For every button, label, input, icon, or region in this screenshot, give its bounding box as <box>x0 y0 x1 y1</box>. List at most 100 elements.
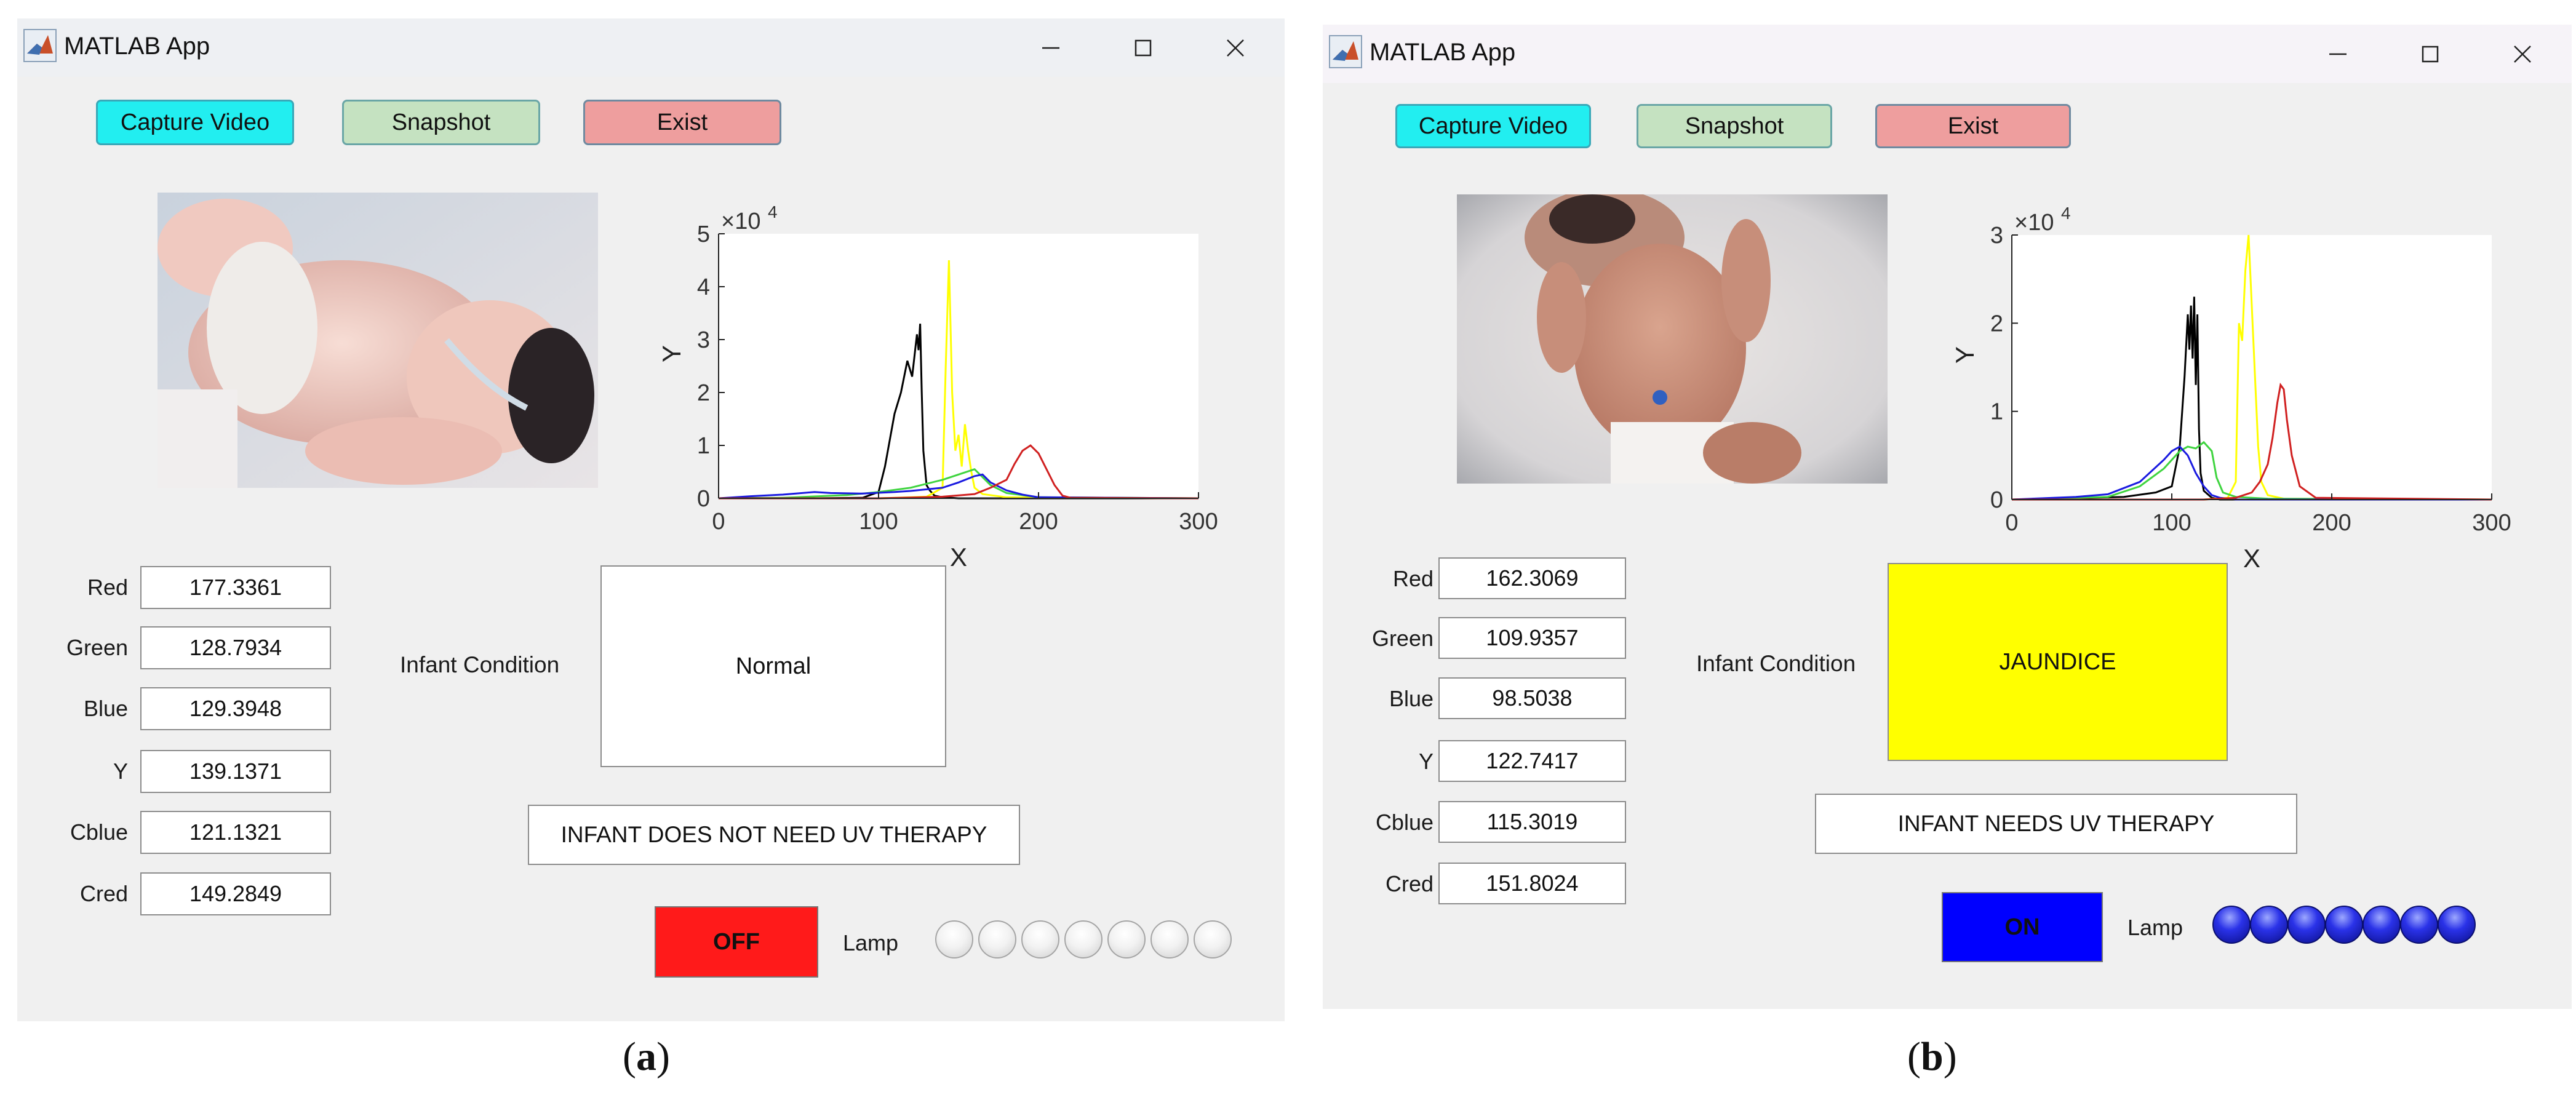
lamp-indicator-icon <box>978 920 1016 959</box>
y-tick-label: 1 <box>697 433 710 459</box>
field-label-cred: Cred <box>1385 871 1434 896</box>
snapshot-button[interactable]: Snapshot <box>342 100 540 145</box>
infant-condition-label: Infant Condition <box>400 652 560 677</box>
lamp-indicator-icon <box>1021 920 1059 959</box>
field-label-green: Green <box>66 635 128 660</box>
field-value-red[interactable]: 162.3069 <box>1438 557 1626 599</box>
title-bar: MATLAB App <box>17 18 1285 77</box>
y-tick-label: 4 <box>697 274 710 300</box>
field-value-y[interactable]: 139.1371 <box>140 750 331 793</box>
x-tick-label: 300 <box>1179 509 1218 535</box>
caption-a: (a) <box>623 1034 670 1080</box>
series-line-3 <box>2011 445 2492 501</box>
field-label-red: Red <box>87 575 128 600</box>
infant-photo <box>158 193 598 488</box>
field-value-blue[interactable]: 129.3948 <box>140 687 331 730</box>
lamp-indicator-icon <box>1064 920 1103 959</box>
lamp-label: Lamp <box>843 930 899 955</box>
close-icon[interactable] <box>2479 25 2566 83</box>
y-exponent-power: 4 <box>768 202 778 221</box>
series-line-4 <box>2012 382 2492 501</box>
caption-prefix: ( <box>1907 1034 1921 1079</box>
lamp-indicator-icon <box>935 920 973 959</box>
histogram-svg: 0 100 200 300 0 1 2 3 ×10 4 X Y <box>1950 204 2511 573</box>
lamp-indicator-icon <box>2325 906 2363 944</box>
capture-video-button[interactable]: Capture Video <box>1395 104 1591 148</box>
lamp-switch-button[interactable]: ON <box>1942 892 2103 962</box>
field-label-y: Y <box>1418 749 1434 774</box>
capture-video-button[interactable]: Capture Video <box>96 100 294 145</box>
y-tick-label: 5 <box>697 221 710 247</box>
x-axis-label: X <box>2243 544 2260 573</box>
x-tick-label: 200 <box>2312 510 2351 536</box>
lamp-indicator-icon <box>1194 920 1232 959</box>
field-value-y[interactable]: 122.7417 <box>1438 740 1626 782</box>
therapy-message: INFANT DOES NOT NEED UV THERAPY <box>528 805 1020 865</box>
minimize-icon[interactable] <box>2295 25 2381 83</box>
snapshot-button[interactable]: Snapshot <box>1637 104 1832 148</box>
histogram-plot: 0 100 200 300 0 1 2 3 ×10 4 X Y <box>1950 198 2541 580</box>
field-value-green[interactable]: 109.9357 <box>1438 617 1626 659</box>
field-value-cblue[interactable]: 121.1321 <box>140 811 331 854</box>
series-line-2 <box>2011 440 2492 501</box>
field-label-cblue: Cblue <box>70 819 128 845</box>
field-label-cred: Cred <box>79 881 128 906</box>
minimize-icon[interactable] <box>1008 18 1094 77</box>
x-tick-label: 0 <box>712 509 725 535</box>
maximize-icon[interactable] <box>2387 25 2473 83</box>
condition-display: Normal <box>600 565 946 767</box>
lamp-switch-button[interactable]: OFF <box>655 906 818 978</box>
x-tick-label: 100 <box>2152 510 2191 536</box>
y-tick-label: 3 <box>1990 223 2003 249</box>
caption-b: (b) <box>1907 1034 1957 1080</box>
caption-letter: b <box>1920 1034 1944 1079</box>
maximize-icon[interactable] <box>1100 18 1186 77</box>
series-line-2 <box>718 468 1199 500</box>
y-tick-label: 2 <box>697 380 710 406</box>
series-line-1 <box>2012 234 2492 501</box>
infant-condition-label: Infant Condition <box>1696 651 1856 676</box>
plot-area <box>719 234 1198 498</box>
field-value-red[interactable]: 177.3361 <box>140 566 331 609</box>
y-exponent-base: ×10 <box>2014 210 2054 236</box>
lamp-indicator-icon <box>1107 920 1146 959</box>
histogram-svg: 0 100 200 300 0 1 2 3 4 5 ×10 4 X Y <box>657 202 1218 572</box>
lamp-indicator-icon <box>2287 906 2326 944</box>
lamp-indicator-icon <box>1150 920 1189 959</box>
y-exponent-base: ×10 <box>721 209 760 234</box>
field-value-blue[interactable]: 98.5038 <box>1438 677 1626 719</box>
lamp-indicator-icon <box>2363 906 2401 944</box>
exit-button[interactable]: Exist <box>583 100 781 145</box>
lamp-label: Lamp <box>2127 915 2183 940</box>
x-axis-label: X <box>950 543 967 572</box>
therapy-message: INFANT NEEDS UV THERAPY <box>1815 794 2297 854</box>
caption-letter: a <box>636 1034 656 1079</box>
y-axis-label: Y <box>1950 346 1979 364</box>
y-tick-label: 0 <box>697 486 710 512</box>
y-tick-label: 1 <box>1990 399 2003 425</box>
field-value-cred[interactable]: 151.8024 <box>1438 863 1626 904</box>
series-line-3 <box>718 473 1199 500</box>
lamp-indicator-icon <box>2250 906 2288 944</box>
x-tick-label: 0 <box>2005 510 2018 536</box>
field-label-blue: Blue <box>83 696 128 721</box>
window-title: MATLAB App <box>1370 39 1516 66</box>
field-label-blue: Blue <box>1389 686 1434 711</box>
y-axis-label: Y <box>657 345 686 362</box>
caption-suffix: ) <box>1943 1034 1957 1079</box>
exit-button[interactable]: Exist <box>1875 104 2071 148</box>
app-window-a: MATLAB App Capture Video Snapshot Exist <box>17 18 1285 1021</box>
field-value-green[interactable]: 128.7934 <box>140 626 331 669</box>
lamp-indicator-icon <box>2438 906 2476 944</box>
field-label-red: Red <box>1392 566 1434 591</box>
series-line-4 <box>719 444 1199 500</box>
condition-display: JAUNDICE <box>1888 563 2228 761</box>
x-tick-label: 100 <box>859 509 898 535</box>
field-value-cblue[interactable]: 115.3019 <box>1438 801 1626 843</box>
histogram-plot: 0 100 200 300 0 1 2 3 4 5 ×10 4 X Y <box>657 197 1248 578</box>
close-icon[interactable] <box>1192 18 1278 77</box>
field-value-cred[interactable]: 149.2849 <box>140 872 331 915</box>
matlab-icon <box>23 29 57 62</box>
caption-suffix: ) <box>656 1034 670 1079</box>
window-title: MATLAB App <box>64 33 210 60</box>
